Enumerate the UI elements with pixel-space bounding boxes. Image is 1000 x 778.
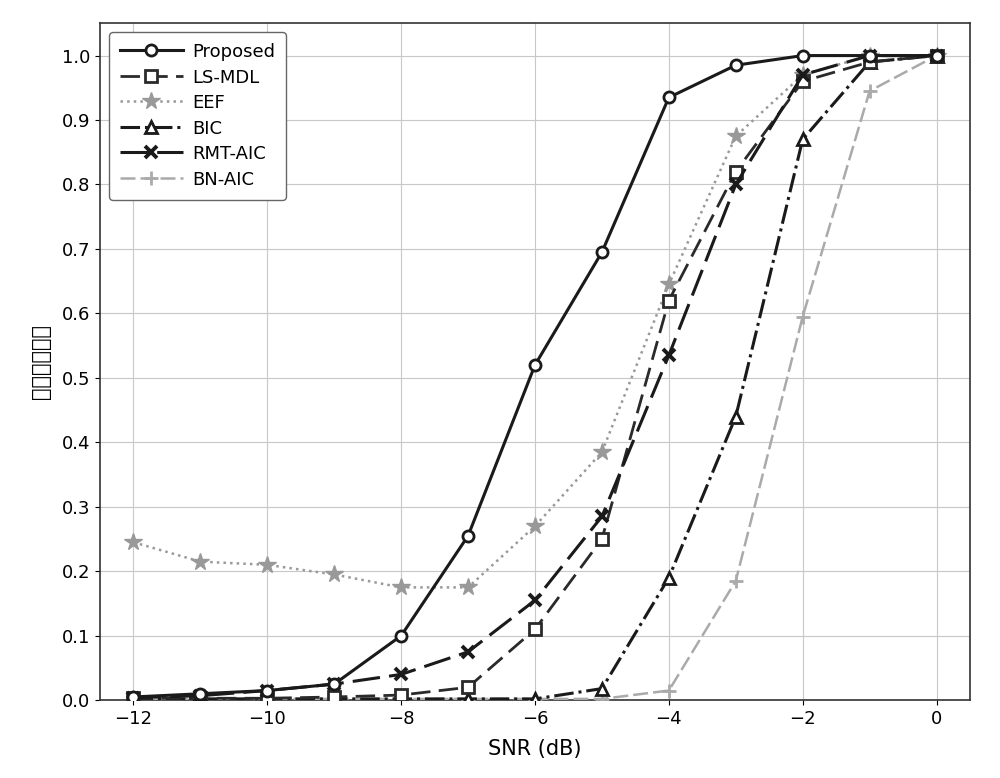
X-axis label: SNR (dB): SNR (dB) <box>488 739 582 759</box>
LS-MDL <box>864 58 876 67</box>
BIC <box>864 58 876 67</box>
LS-MDL <box>194 694 206 703</box>
EEF <box>194 557 206 566</box>
EEF <box>462 583 474 592</box>
Proposed <box>596 247 608 257</box>
RMT-AIC <box>931 51 943 60</box>
EEF <box>797 70 809 79</box>
Line: Proposed: Proposed <box>128 50 942 703</box>
BIC <box>328 694 340 703</box>
BIC <box>395 694 407 703</box>
EEF <box>663 280 675 289</box>
BN-AIC <box>864 86 876 96</box>
BIC <box>462 694 474 703</box>
EEF <box>127 538 139 547</box>
Proposed <box>462 531 474 541</box>
BIC <box>730 412 742 421</box>
RMT-AIC <box>663 351 675 360</box>
LS-MDL <box>596 534 608 544</box>
Proposed <box>328 679 340 689</box>
RMT-AIC <box>730 180 742 189</box>
BN-AIC <box>663 686 675 696</box>
EEF <box>864 51 876 60</box>
Proposed <box>864 51 876 60</box>
LS-MDL <box>931 51 943 60</box>
BN-AIC <box>529 694 541 703</box>
Line: BN-AIC: BN-AIC <box>127 49 943 706</box>
Proposed <box>931 51 943 60</box>
Proposed <box>395 631 407 640</box>
LS-MDL <box>261 694 273 703</box>
EEF <box>931 51 943 60</box>
RMT-AIC <box>864 51 876 60</box>
Proposed <box>261 686 273 696</box>
RMT-AIC <box>797 70 809 79</box>
EEF <box>730 131 742 141</box>
Line: BIC: BIC <box>127 49 943 705</box>
Line: EEF: EEF <box>124 47 946 597</box>
LS-MDL <box>127 694 139 703</box>
LS-MDL <box>663 296 675 305</box>
BIC <box>931 51 943 60</box>
RMT-AIC <box>127 693 139 703</box>
Proposed <box>663 93 675 102</box>
BIC <box>194 694 206 703</box>
BIC <box>797 135 809 144</box>
BN-AIC <box>931 51 943 60</box>
EEF <box>328 569 340 579</box>
Proposed <box>797 51 809 60</box>
BN-AIC <box>730 576 742 586</box>
BIC <box>663 573 675 583</box>
RMT-AIC <box>194 691 206 700</box>
BN-AIC <box>596 694 608 703</box>
BN-AIC <box>261 694 273 703</box>
Legend: Proposed, LS-MDL, EEF, BIC, RMT-AIC, BN-AIC: Proposed, LS-MDL, EEF, BIC, RMT-AIC, BN-… <box>109 33 286 200</box>
RMT-AIC <box>328 679 340 689</box>
LS-MDL <box>730 167 742 177</box>
LS-MDL <box>529 625 541 634</box>
BIC <box>261 694 273 703</box>
BN-AIC <box>328 694 340 703</box>
LS-MDL <box>797 77 809 86</box>
LS-MDL <box>395 690 407 699</box>
Line: RMT-AIC: RMT-AIC <box>127 49 943 704</box>
BN-AIC <box>194 694 206 703</box>
Proposed <box>730 61 742 70</box>
BN-AIC <box>797 312 809 321</box>
EEF <box>261 560 273 569</box>
Line: LS-MDL: LS-MDL <box>128 50 942 704</box>
EEF <box>596 447 608 457</box>
BIC <box>127 694 139 703</box>
Proposed <box>529 360 541 370</box>
BN-AIC <box>127 694 139 703</box>
LS-MDL <box>328 692 340 702</box>
LS-MDL <box>462 682 474 692</box>
BN-AIC <box>462 694 474 703</box>
Y-axis label: 正确检测概率: 正确检测概率 <box>31 324 51 399</box>
RMT-AIC <box>529 596 541 605</box>
Proposed <box>194 689 206 699</box>
RMT-AIC <box>261 686 273 696</box>
BIC <box>596 684 608 693</box>
BIC <box>529 694 541 703</box>
Proposed <box>127 692 139 702</box>
RMT-AIC <box>395 670 407 679</box>
EEF <box>395 583 407 592</box>
EEF <box>529 521 541 531</box>
BN-AIC <box>395 694 407 703</box>
RMT-AIC <box>596 512 608 521</box>
RMT-AIC <box>462 647 474 657</box>
